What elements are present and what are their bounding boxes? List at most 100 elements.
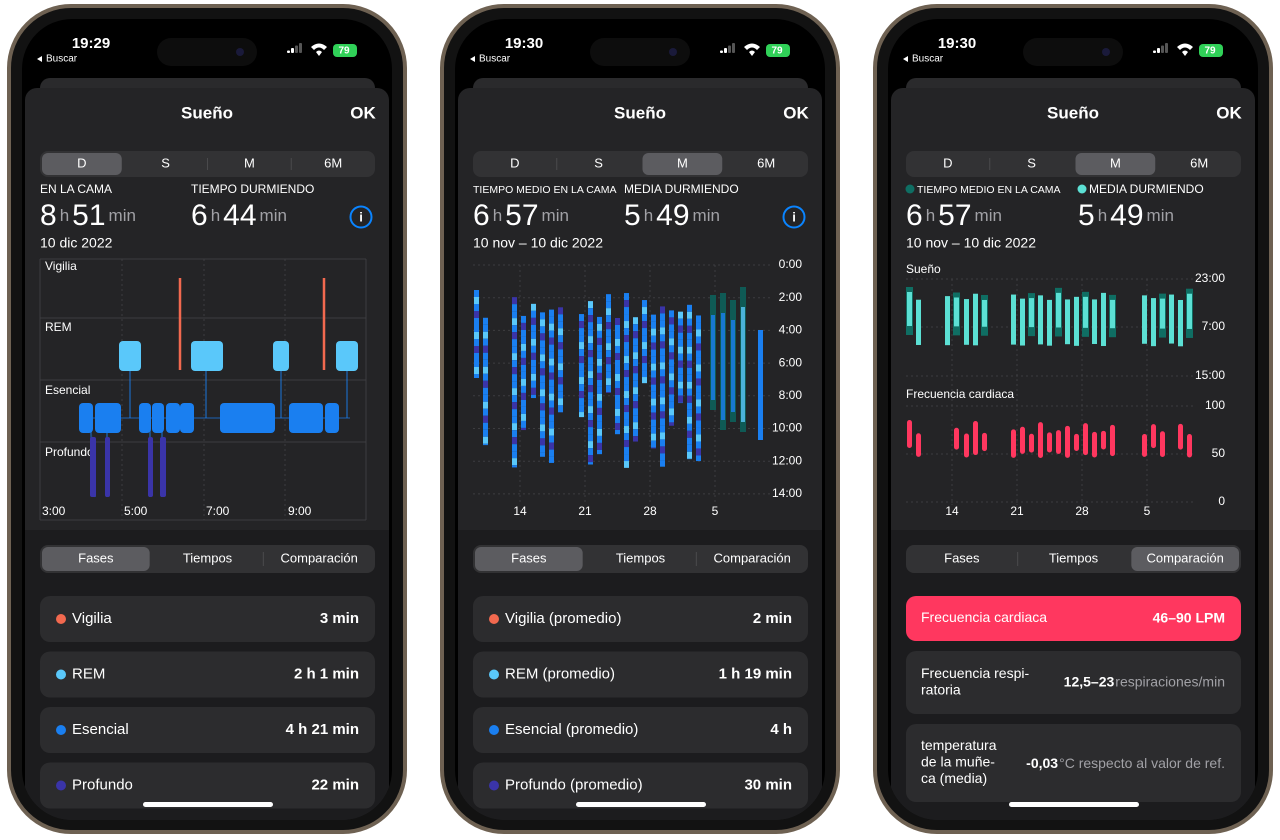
segment-option[interactable]: D bbox=[77, 155, 86, 170]
stage-label: Vigilia bbox=[45, 259, 77, 273]
row-value: 1 h 19 min bbox=[719, 665, 792, 682]
phase-segment bbox=[549, 456, 554, 463]
done-button[interactable]: OK bbox=[783, 103, 809, 122]
phase-segment bbox=[678, 360, 683, 368]
phase-segment bbox=[588, 399, 593, 407]
segment-option[interactable]: Fases bbox=[78, 550, 114, 565]
phase-segment bbox=[687, 409, 692, 417]
row-value: 3 min bbox=[320, 610, 359, 627]
segment-option[interactable]: Comparación bbox=[714, 550, 791, 565]
stat-unit: h bbox=[926, 206, 935, 225]
phase-segment bbox=[483, 373, 488, 381]
phase-segment bbox=[579, 356, 584, 364]
info-glyph: i bbox=[792, 209, 796, 224]
segment-option[interactable]: Fases bbox=[944, 550, 980, 565]
stat-unit: h bbox=[1098, 206, 1107, 225]
phase-segment bbox=[531, 338, 536, 346]
phase-segment bbox=[588, 385, 593, 393]
back-arrow bbox=[37, 56, 42, 62]
done-button[interactable]: OK bbox=[350, 103, 376, 122]
segment-option[interactable]: Tiempos bbox=[1049, 550, 1099, 565]
list-row[interactable] bbox=[473, 762, 808, 809]
list-row[interactable] bbox=[906, 596, 1241, 641]
stat-number: 6 bbox=[191, 199, 208, 232]
list-row[interactable] bbox=[473, 707, 808, 753]
segment-option[interactable]: S bbox=[594, 155, 603, 170]
sleep-bar bbox=[982, 299, 987, 327]
phase-segment bbox=[474, 360, 479, 367]
phase-segment bbox=[597, 435, 602, 443]
segment-option[interactable]: S bbox=[161, 155, 170, 170]
phase-segment bbox=[549, 337, 554, 345]
segment-option[interactable]: M bbox=[677, 155, 688, 170]
phase-segment bbox=[624, 405, 629, 413]
segment-option[interactable]: 6M bbox=[1190, 155, 1208, 170]
phase-segment bbox=[633, 331, 638, 339]
phase-segment bbox=[633, 338, 638, 346]
phase-segment bbox=[597, 351, 602, 359]
phase-segment bbox=[483, 394, 488, 402]
segment-option[interactable]: Fases bbox=[511, 550, 547, 565]
back-link[interactable]: Buscar bbox=[479, 54, 511, 65]
list-row[interactable] bbox=[906, 651, 1241, 714]
phase-segment bbox=[597, 400, 602, 408]
phase-segment bbox=[549, 421, 554, 429]
row-label: de la muñe- bbox=[921, 754, 995, 770]
core-block bbox=[289, 403, 323, 433]
list-row[interactable] bbox=[473, 596, 808, 642]
phase-segment bbox=[687, 304, 692, 312]
stat-value: 6 h 57 min bbox=[906, 199, 1002, 232]
segment-option[interactable]: Comparación bbox=[281, 550, 358, 565]
segment-option[interactable]: M bbox=[244, 155, 255, 170]
phase-segment bbox=[651, 328, 656, 336]
segment-option[interactable]: Tiempos bbox=[616, 550, 666, 565]
segment-option[interactable]: M bbox=[1110, 155, 1121, 170]
phase-segment bbox=[651, 419, 656, 427]
list-row[interactable] bbox=[40, 651, 375, 698]
list-row[interactable] bbox=[906, 724, 1241, 802]
phase-segment bbox=[579, 412, 584, 418]
list-row[interactable] bbox=[40, 762, 375, 809]
phase-segment bbox=[521, 420, 526, 428]
stat-value: 8 h 51 min bbox=[40, 199, 136, 232]
info-button[interactable] bbox=[782, 205, 806, 229]
segment-selected bbox=[1131, 547, 1239, 571]
stat-unit: h bbox=[211, 206, 220, 225]
row-label: Esencial bbox=[72, 721, 129, 738]
list-row[interactable] bbox=[40, 707, 375, 753]
phase-segment bbox=[549, 323, 554, 331]
phase-segment bbox=[579, 321, 584, 329]
row-label: Esencial (promedio) bbox=[505, 721, 638, 738]
x-label: 14 bbox=[945, 504, 959, 518]
row-dot bbox=[489, 669, 499, 680]
info-button[interactable] bbox=[349, 205, 373, 229]
stat-value: 6 h 44 min bbox=[191, 199, 287, 232]
segment-option[interactable]: Tiempos bbox=[183, 550, 233, 565]
signal-bar bbox=[1157, 48, 1160, 53]
segment-option[interactable]: D bbox=[510, 155, 519, 170]
back-link[interactable]: Buscar bbox=[912, 54, 944, 65]
segment-option[interactable]: 6M bbox=[757, 155, 775, 170]
phase-segment bbox=[633, 394, 638, 402]
battery bbox=[766, 44, 790, 57]
phase-segment bbox=[615, 408, 620, 416]
phase-segment bbox=[606, 357, 611, 365]
done-button[interactable]: OK bbox=[1216, 103, 1242, 122]
phase-segment bbox=[540, 375, 545, 383]
phase-segment bbox=[687, 381, 692, 389]
stat-number: 49 bbox=[1110, 199, 1143, 232]
phase-segment bbox=[642, 328, 647, 336]
signal-bar bbox=[728, 45, 731, 53]
heart-rate-bar bbox=[907, 420, 912, 448]
back-link[interactable]: Buscar bbox=[46, 54, 78, 65]
phase-segment bbox=[579, 398, 584, 406]
list-row[interactable] bbox=[473, 651, 808, 698]
phase-segment bbox=[531, 394, 536, 399]
segment-option[interactable]: D bbox=[943, 155, 952, 170]
list-row[interactable] bbox=[40, 596, 375, 642]
segment-option[interactable]: S bbox=[1027, 155, 1036, 170]
segment-option[interactable]: Comparación bbox=[1147, 550, 1224, 565]
phase-segment bbox=[531, 324, 536, 332]
phase-segment bbox=[696, 399, 701, 407]
segment-option[interactable]: 6M bbox=[324, 155, 342, 170]
